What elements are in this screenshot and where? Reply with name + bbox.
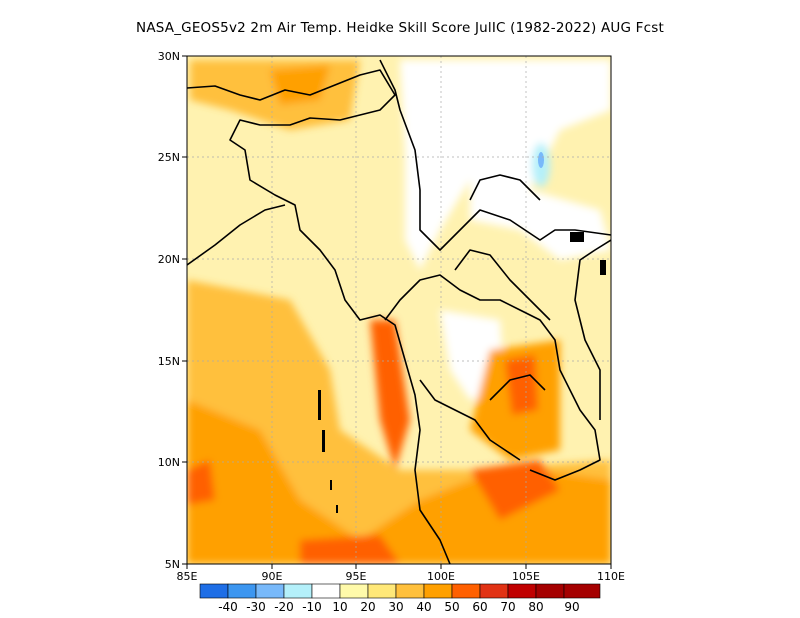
colorbar-label: 60: [472, 600, 487, 614]
coastlines: [187, 59, 611, 564]
field-andaman-red: [370, 320, 410, 470]
colorbar-label: 10: [332, 600, 347, 614]
field-west-red: [187, 460, 215, 505]
colorbar-label: -20: [274, 600, 294, 614]
map-title: NASA_GEOS5v2 2m Air Temp. Heidke Skill S…: [136, 20, 664, 36]
lon-tick: 110E: [597, 570, 625, 583]
lon-tick-labels: 85E 90E 95E 100E 105E 110E: [177, 570, 625, 583]
tick-marks: [182, 55, 612, 569]
colorbar-label: 20: [360, 600, 375, 614]
lon-tick: 85E: [177, 570, 198, 583]
colorbar-cell-5: [339, 583, 369, 599]
lat-tick-labels: 5N 10N 15N 20N 25N 30N: [158, 50, 180, 571]
grid-lines: [187, 56, 611, 564]
lat-tick: 10N: [158, 456, 180, 469]
colorbar-label: 30: [388, 600, 403, 614]
colorbar-cell-12: [535, 583, 565, 599]
colorbar-cell-6: [367, 583, 397, 599]
colorbar-label: -40: [218, 600, 238, 614]
colorbar-cell-7: [395, 583, 425, 599]
colorbar-label: -30: [246, 600, 266, 614]
islands: [318, 232, 606, 513]
colorbar-label: 80: [528, 600, 543, 614]
field-white-west: [400, 60, 470, 270]
colorbar-cell-1: [227, 583, 257, 599]
field-cambodia-red: [505, 355, 538, 415]
colorbar-cell-13: [563, 583, 601, 599]
colorbar-labels: -40 -30 -20 -10 10 20 30 40 50 60 70 80 …: [218, 600, 579, 614]
colorbar: [199, 583, 601, 599]
colorbar-cell-11: [507, 583, 537, 599]
lon-tick: 90E: [262, 570, 283, 583]
colorbar-cell-9: [451, 583, 481, 599]
field-band-dark-orange: [187, 400, 611, 564]
colorbar-cell-3: [283, 583, 313, 599]
lat-tick: 25N: [158, 151, 180, 164]
colorbar-label: 70: [500, 600, 515, 614]
lat-tick: 20N: [158, 253, 180, 266]
colorbar-cell-2: [255, 583, 285, 599]
colorbar-label: 40: [416, 600, 431, 614]
plot-frame: [186, 55, 612, 565]
lat-tick: 5N: [165, 558, 180, 571]
colorbar-cell-8: [423, 583, 453, 599]
lat-tick: 15N: [158, 355, 180, 368]
lon-tick: 105E: [512, 570, 540, 583]
colorbar-label: 90: [564, 600, 579, 614]
field-north-dark: [270, 65, 330, 105]
field-blue-core: [538, 152, 544, 168]
colorbar-cell-0: [199, 583, 229, 599]
lon-tick: 95E: [346, 570, 367, 583]
score-field: [187, 56, 611, 564]
colorbar-label: 50: [444, 600, 459, 614]
field-gulf-south-red: [470, 460, 560, 520]
lat-tick: 30N: [158, 50, 180, 63]
colorbar-label: -10: [302, 600, 322, 614]
colorbar-cell-10: [479, 583, 509, 599]
field-south-red: [300, 535, 400, 564]
colorbar-cell-4: [311, 583, 341, 599]
lon-tick: 100E: [427, 570, 455, 583]
